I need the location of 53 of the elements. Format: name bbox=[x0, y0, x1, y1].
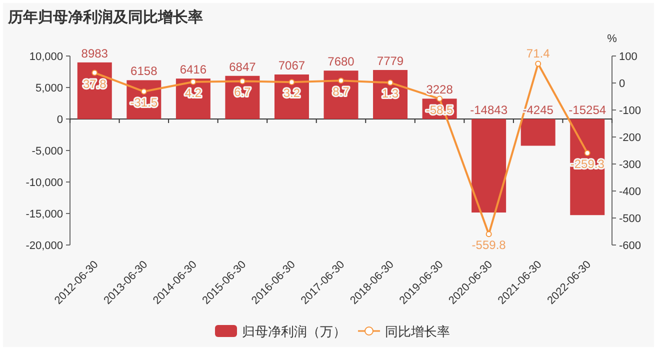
data-label: 4.2 bbox=[184, 86, 202, 100]
data-label: 7680 bbox=[328, 54, 355, 69]
bar bbox=[520, 119, 556, 146]
data-label: -31.5 bbox=[130, 96, 158, 110]
point bbox=[338, 78, 344, 84]
point bbox=[288, 79, 295, 86]
y2-tick-label: -600 bbox=[619, 240, 642, 252]
point bbox=[436, 96, 443, 102]
point bbox=[92, 70, 98, 76]
point bbox=[190, 78, 196, 85]
legend-label: 归母净利润（万） bbox=[242, 324, 346, 339]
y-tick-label: 5,000 bbox=[35, 82, 63, 94]
data-label: -15254 bbox=[568, 103, 606, 117]
y-tick-label: 10,000 bbox=[29, 51, 63, 63]
data-label: 3228 bbox=[426, 82, 454, 97]
data-label: 6158 bbox=[130, 64, 158, 78]
y-tick-label: -15,000 bbox=[26, 208, 63, 220]
y2-tick-label: -500 bbox=[619, 213, 642, 225]
bar bbox=[570, 119, 605, 216]
data-label: 8.7 bbox=[332, 84, 350, 99]
data-label: 1.3 bbox=[382, 86, 399, 101]
point bbox=[387, 80, 394, 86]
data-label: 3.2 bbox=[283, 86, 300, 100]
point bbox=[535, 60, 542, 67]
y-tick-label: -20,000 bbox=[26, 240, 63, 252]
y2-tick-label: -300 bbox=[619, 159, 642, 171]
y2-tick-label: 100 bbox=[619, 51, 638, 63]
point bbox=[486, 231, 492, 238]
data-label: 8983 bbox=[81, 46, 108, 60]
y2-tick-label: -200 bbox=[619, 132, 642, 144]
point bbox=[140, 88, 147, 95]
data-label: 6847 bbox=[229, 60, 256, 74]
point bbox=[239, 78, 246, 84]
y-tick-label: -5,000 bbox=[32, 146, 63, 158]
y2-tick-label: -100 bbox=[619, 105, 642, 117]
data-label: 6416 bbox=[180, 62, 207, 77]
data-label: -14843 bbox=[470, 103, 508, 117]
data-label: 7067 bbox=[278, 58, 306, 72]
data-label: -559.8 bbox=[472, 238, 506, 252]
data-label: 71.4 bbox=[526, 46, 550, 61]
y2-tick-label: -400 bbox=[619, 186, 642, 198]
data-label: -259.3 bbox=[570, 157, 605, 172]
y-tick-label: 0 bbox=[56, 114, 63, 126]
point bbox=[584, 150, 590, 156]
data-label: 37.8 bbox=[82, 76, 107, 91]
y-tick-label: -10,000 bbox=[26, 177, 63, 189]
bar bbox=[472, 119, 506, 213]
y2-axis-title: % bbox=[607, 33, 618, 45]
chart-title: 历年归母净利润及同比增长率 bbox=[7, 8, 203, 26]
data-label: 6.7 bbox=[234, 85, 252, 100]
legend-label: 同比增长率 bbox=[385, 324, 450, 339]
data-label: 7779 bbox=[376, 54, 404, 68]
y2-tick-label: 0 bbox=[619, 78, 626, 90]
